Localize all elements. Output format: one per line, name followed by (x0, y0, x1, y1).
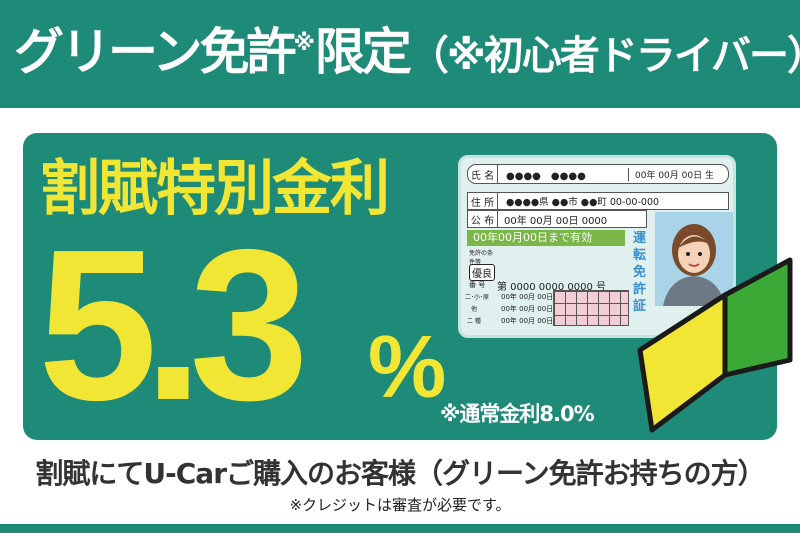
valid-until: 00年00月00日まで有効 (467, 230, 625, 246)
title-mark: ※ (293, 31, 315, 56)
title-paren: （※初心者ドライバー） (408, 33, 800, 79)
class-label: 二 種 (467, 318, 481, 325)
header-banner (0, 0, 800, 108)
footer-bar (0, 524, 800, 533)
normal-rate-note: ※通常金利8.0% (440, 402, 595, 426)
class-date: 00年 00月 00日 (501, 317, 554, 325)
class-date: 00年 00月 00日 (501, 305, 554, 313)
name-row: 氏 名 ●●●● ●●●● 00年 00月 00日 生 (467, 164, 729, 184)
class-label: 他 (471, 306, 478, 313)
issue-label: 公 布 (468, 211, 498, 227)
issue-value: 00年 00月 00日 0000 (504, 215, 608, 227)
offer-rate: 5.3 (38, 204, 309, 445)
credit-note: ※クレジットは審査が必要です。 (289, 496, 511, 514)
class-grid (553, 290, 629, 326)
address-value: ●●●●県 ●●市 ●●町 00-00-000 (506, 197, 660, 208)
target-customers: 割賦にてU-Carご購入のお客様（グリーン免許お持ちの方） (35, 457, 765, 490)
class-label: 二･小･原 (465, 294, 490, 301)
class-date: 00年 00月 00日 (501, 293, 554, 301)
title-main: グリーン免許 (14, 23, 296, 81)
driver-photo (655, 212, 733, 306)
grade-badge: 優良 (469, 264, 495, 281)
address-row: 住 所 ●●●●県 ●●市 ●●町 00-00-000 (467, 192, 729, 210)
birth-date: 00年 00月 00日 生 (628, 167, 714, 181)
name-value: ●●●● ●●●● (506, 170, 586, 182)
address-label: 住 所 (468, 193, 498, 209)
conditions-label: 免許の条件等 (469, 250, 494, 266)
number-value: 第 0000 0000 0000 号 (497, 282, 607, 293)
issue-row: 公 布 00年 00月 00日 0000 (467, 210, 647, 228)
number-label: 番 号 (469, 281, 486, 289)
name-label: 氏 名 (468, 165, 498, 183)
page-title: グリーン免許※限定（※初心者ドライバー） (14, 22, 800, 86)
card-type: 運転免許証 (633, 231, 647, 314)
driver-portrait-icon (663, 224, 725, 306)
beginner-driver-mark-icon (637, 257, 793, 433)
title-limited: 限定 (314, 23, 412, 81)
offer-lead: 割賦特別金利 (40, 154, 390, 224)
license-card-illustration: 氏 名 ●●●● ●●●● 00年 00月 00日 生 住 所 ●●●●県 ●●… (458, 155, 736, 338)
offer-percent: % (368, 317, 447, 416)
